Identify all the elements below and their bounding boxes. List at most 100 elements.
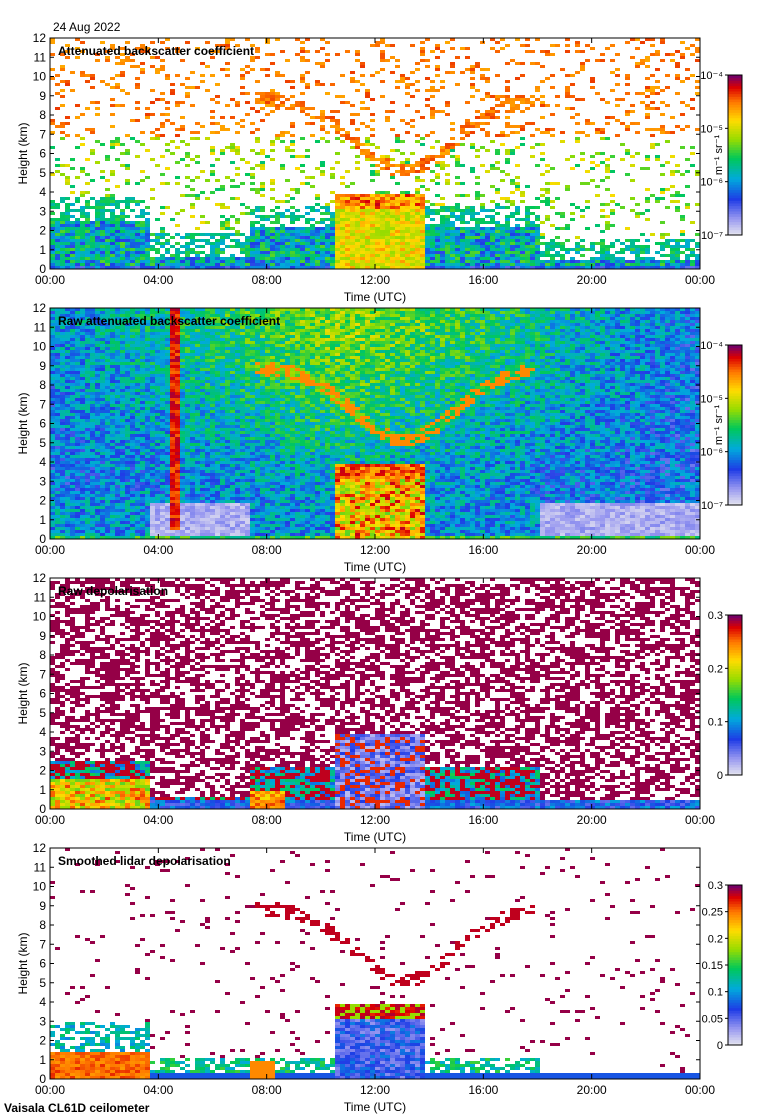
heatmap-cell	[260, 263, 265, 266]
heatmap-cell	[165, 77, 170, 80]
heatmap-cell	[460, 257, 465, 260]
heatmap-cell	[60, 479, 65, 482]
heatmap-cell	[280, 227, 285, 230]
heatmap-cell	[635, 239, 640, 242]
heatmap-cell	[85, 527, 90, 530]
heatmap-cell	[120, 371, 125, 374]
heatmap-cell	[345, 185, 350, 188]
heatmap-cell	[115, 86, 120, 89]
heatmap-cell	[100, 359, 105, 362]
heatmap-cell	[630, 266, 635, 269]
heatmap-cell	[315, 167, 320, 170]
heatmap-cell	[80, 329, 85, 332]
heatmap-cell	[340, 251, 345, 254]
heatmap-cell	[315, 221, 320, 224]
heatmap-cell	[50, 401, 55, 404]
heatmap-cell	[85, 473, 90, 476]
heatmap-cell	[505, 95, 510, 98]
heatmap-cell	[350, 122, 355, 125]
heatmap-cell	[230, 233, 235, 236]
heatmap-cell	[60, 428, 65, 431]
colorbar-swatch	[728, 107, 742, 111]
heatmap-cell	[440, 266, 445, 269]
heatmap-cell	[490, 227, 495, 230]
heatmap-cell	[145, 263, 150, 266]
heatmap-cell	[345, 200, 350, 203]
heatmap-cell	[585, 206, 590, 209]
heatmap-cell	[105, 251, 110, 254]
heatmap-cell	[435, 224, 440, 227]
heatmap-cell	[120, 359, 125, 362]
heatmap-cell	[110, 395, 115, 398]
heatmap-cell	[80, 452, 85, 455]
heatmap-cell	[175, 134, 180, 137]
heatmap-cell	[485, 230, 490, 233]
heatmap-cell	[595, 263, 600, 266]
heatmap-cell	[350, 242, 355, 245]
heatmap-cell	[95, 515, 100, 518]
heatmap-cell	[155, 134, 160, 137]
y-tick-label: 10	[33, 70, 47, 84]
heatmap-cell	[85, 248, 90, 251]
heatmap-cell	[510, 203, 515, 206]
heatmap-cell	[105, 359, 110, 362]
heatmap-cell	[100, 341, 105, 344]
heatmap-cell	[300, 137, 305, 140]
heatmap-cell	[600, 59, 605, 62]
heatmap-cell	[80, 194, 85, 197]
heatmap-cell	[180, 194, 185, 197]
heatmap-cell	[50, 377, 55, 380]
heatmap-cell	[425, 260, 430, 263]
heatmap-cell	[70, 386, 75, 389]
heatmap-cell	[460, 263, 465, 266]
heatmap-cell	[395, 236, 400, 239]
heatmap-cell	[645, 95, 650, 98]
heatmap-cell	[80, 431, 85, 434]
heatmap-cell	[585, 200, 590, 203]
heatmap-cell	[335, 128, 340, 131]
heatmap-cell	[55, 329, 60, 332]
heatmap-cell	[120, 257, 125, 260]
heatmap-cell	[395, 248, 400, 251]
heatmap-cell	[70, 362, 75, 365]
heatmap-cell	[370, 173, 375, 176]
heatmap-cell	[80, 260, 85, 263]
heatmap-cell	[50, 455, 55, 458]
heatmap-cell	[115, 200, 120, 203]
heatmap-cell	[120, 506, 125, 509]
heatmap-cell	[435, 194, 440, 197]
heatmap-cell	[200, 191, 205, 194]
heatmap-cell	[480, 164, 485, 167]
heatmap-cell	[100, 491, 105, 494]
heatmap-cell	[640, 245, 645, 248]
heatmap-cell	[120, 407, 125, 410]
colorbar-swatch	[728, 189, 742, 193]
heatmap-cell	[440, 164, 445, 167]
heatmap-cell	[335, 161, 340, 164]
heatmap-cell	[150, 89, 155, 92]
heatmap-cell	[380, 248, 385, 251]
heatmap-cell	[250, 251, 255, 254]
heatmap-cell	[535, 245, 540, 248]
heatmap-cell	[540, 101, 545, 104]
heatmap-cell	[320, 245, 325, 248]
heatmap-cell	[390, 221, 395, 224]
heatmap-cell	[200, 80, 205, 83]
heatmap-cell	[325, 257, 330, 260]
heatmap-cell	[325, 53, 330, 56]
heatmap-cell	[470, 257, 475, 260]
heatmap-cell	[585, 263, 590, 266]
heatmap-cell	[640, 212, 645, 215]
heatmap-cell	[125, 509, 130, 512]
heatmap-cell	[210, 164, 215, 167]
heatmap-cell	[415, 161, 420, 164]
heatmap-cell	[675, 245, 680, 248]
heatmap-cell	[50, 407, 55, 410]
heatmap-cell	[145, 260, 150, 263]
heatmap-cell	[300, 59, 305, 62]
heatmap-cell	[145, 248, 150, 251]
heatmap-cell	[145, 116, 150, 119]
heatmap-cell	[300, 155, 305, 158]
heatmap-cell	[450, 260, 455, 263]
heatmap-cell	[675, 239, 680, 242]
